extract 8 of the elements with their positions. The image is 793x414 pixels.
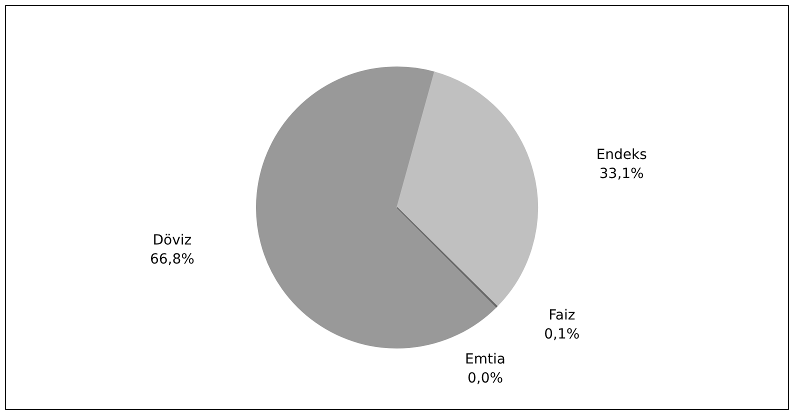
data-label: 66,8% (150, 252, 194, 268)
category-label: Emtia (465, 352, 506, 368)
slice-label: Döviz (152, 232, 192, 248)
slice-label: Endeks (596, 146, 647, 163)
text: 0,0% (467, 370, 504, 387)
slice-label: Faiz (548, 307, 576, 324)
data-label: 33,1% (599, 166, 644, 182)
data-label: 0,1% (544, 326, 580, 343)
